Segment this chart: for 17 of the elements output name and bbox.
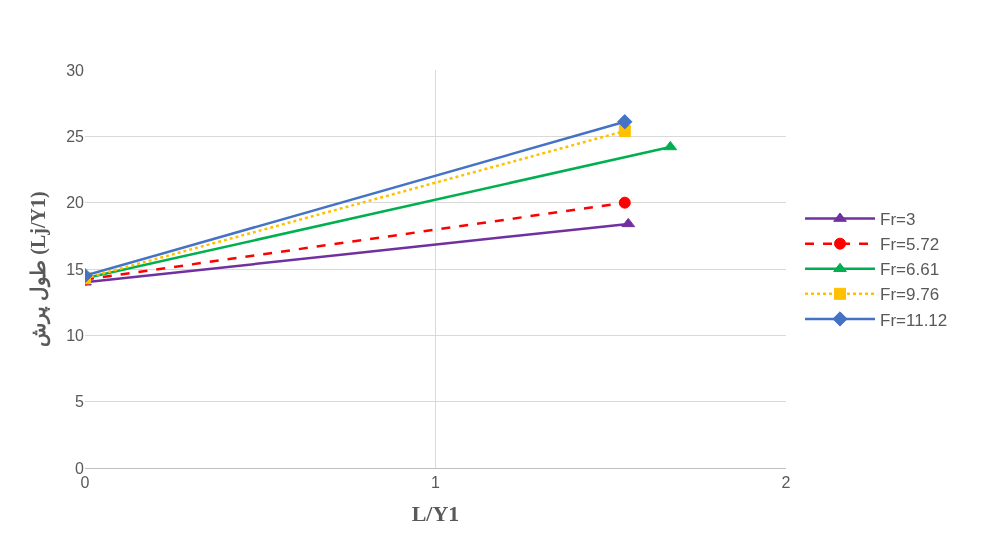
legend-label: Fr=6.61 — [880, 260, 940, 280]
x-tick-label: 1 — [431, 474, 441, 492]
y-tick-label: 15 — [66, 260, 85, 278]
legend-label: Fr=9.76 — [880, 285, 940, 305]
legend-label: Fr=11.12 — [880, 310, 948, 330]
y-axis-title: طول پرش (Lj/Y1) — [26, 191, 51, 347]
x-axis-title: L/Y1 — [411, 501, 460, 527]
legend-label: Fr=3 — [880, 210, 916, 230]
y-tick-label: 10 — [66, 326, 85, 344]
x-tick-label: 2 — [781, 474, 791, 492]
point — [618, 196, 631, 209]
legend-label: Fr=5.72 — [880, 235, 940, 255]
y-tick-label: 20 — [66, 194, 85, 212]
y-tick-label: 5 — [75, 393, 85, 411]
y-tick-label: 25 — [66, 127, 85, 145]
y-tick-label: 30 — [66, 61, 85, 79]
y-tick-label: 0 — [75, 459, 85, 477]
